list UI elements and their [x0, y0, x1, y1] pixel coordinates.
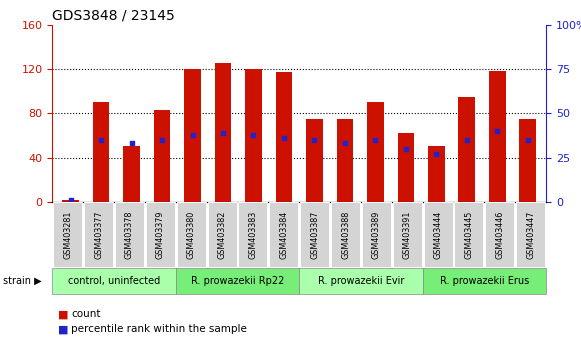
- Bar: [245, 69, 262, 202]
- Point: [188, 132, 197, 137]
- Point: [401, 146, 411, 152]
- Bar: [397, 133, 414, 202]
- Point: [66, 197, 75, 203]
- Bar: [428, 147, 445, 202]
- Bar: [214, 63, 231, 202]
- Text: GSM403383: GSM403383: [249, 210, 257, 259]
- Bar: [62, 200, 79, 202]
- Text: GSM403444: GSM403444: [433, 210, 443, 259]
- Text: R. prowazekii Rp22: R. prowazekii Rp22: [191, 276, 284, 286]
- Text: GDS3848 / 23145: GDS3848 / 23145: [52, 8, 175, 22]
- Text: count: count: [71, 309, 101, 319]
- Text: GSM403380: GSM403380: [187, 210, 196, 259]
- Point: [310, 137, 319, 143]
- Text: GSM403388: GSM403388: [341, 210, 350, 259]
- Bar: [123, 147, 140, 202]
- Bar: [519, 119, 536, 202]
- Text: GSM403382: GSM403382: [217, 210, 227, 259]
- Text: GSM403387: GSM403387: [310, 210, 319, 259]
- Point: [157, 137, 167, 143]
- Bar: [367, 102, 384, 202]
- Text: GSM403391: GSM403391: [403, 210, 412, 259]
- Point: [523, 137, 533, 143]
- Text: GSM403389: GSM403389: [372, 210, 381, 259]
- Text: GSM403447: GSM403447: [526, 210, 535, 259]
- Bar: [489, 71, 505, 202]
- Bar: [306, 119, 323, 202]
- Bar: [93, 102, 109, 202]
- Point: [218, 130, 228, 136]
- Text: GSM403281: GSM403281: [63, 210, 72, 259]
- Bar: [275, 72, 292, 202]
- Text: ■: ■: [58, 324, 69, 334]
- Point: [279, 135, 289, 141]
- Text: GSM403379: GSM403379: [156, 210, 165, 259]
- Text: R. prowazekii Erus: R. prowazekii Erus: [440, 276, 529, 286]
- Text: strain ▶: strain ▶: [3, 276, 41, 286]
- Point: [340, 141, 350, 146]
- Text: control, uninfected: control, uninfected: [68, 276, 160, 286]
- Text: GSM403378: GSM403378: [125, 210, 134, 259]
- Point: [493, 128, 502, 134]
- Text: percentile rank within the sample: percentile rank within the sample: [71, 324, 247, 334]
- Bar: [184, 69, 201, 202]
- Text: ■: ■: [58, 309, 69, 319]
- Point: [432, 151, 441, 157]
- Point: [249, 132, 258, 137]
- Text: GSM403445: GSM403445: [464, 210, 474, 259]
- Bar: [153, 110, 170, 202]
- Point: [96, 137, 106, 143]
- Text: GSM403384: GSM403384: [279, 210, 288, 259]
- Point: [371, 137, 380, 143]
- Point: [462, 137, 472, 143]
- Bar: [336, 119, 353, 202]
- Bar: [458, 97, 475, 202]
- Point: [127, 141, 136, 146]
- Text: GSM403377: GSM403377: [94, 210, 103, 259]
- Text: R. prowazekii Evir: R. prowazekii Evir: [318, 276, 404, 286]
- Text: GSM403446: GSM403446: [496, 210, 504, 259]
